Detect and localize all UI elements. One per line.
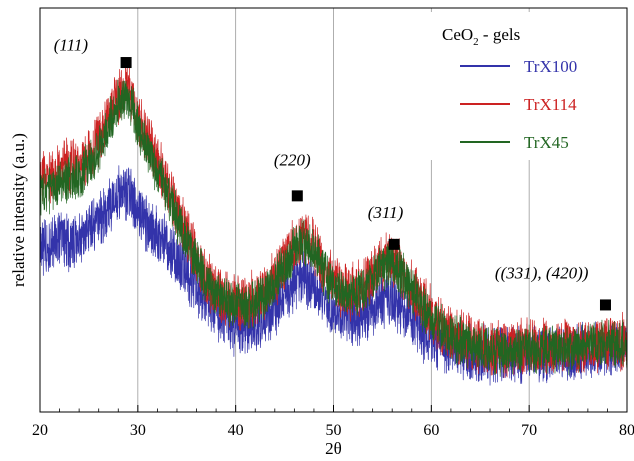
peak-label-2: (311) xyxy=(368,203,404,222)
x-tick-label-80: 80 xyxy=(619,422,634,439)
peak-marker-2 xyxy=(388,238,400,250)
peak-label-0: (111) xyxy=(54,35,89,54)
x-tick-label-20: 20 xyxy=(32,422,48,439)
legend-background xyxy=(430,12,616,160)
x-tick-label-40: 40 xyxy=(228,422,244,439)
x-tick-label-50: 50 xyxy=(326,422,342,439)
peak-marker-1 xyxy=(291,190,303,202)
y-axis-label: relative intensity (a.u.) xyxy=(9,133,28,287)
peak-label-1: (220) xyxy=(274,151,311,170)
legend-label-trx114: TrX114 xyxy=(524,95,577,114)
marker-layer xyxy=(120,57,611,311)
peak-marker-0 xyxy=(120,57,132,69)
tick-layer: 20 30 40 50 60 70 80 xyxy=(32,405,634,439)
x-tick-label-70: 70 xyxy=(521,422,537,439)
legend-title: CeO2 - gels xyxy=(442,25,520,48)
x-axis-label: 2θ xyxy=(325,439,342,458)
peak-label-3: ((331), (420)) xyxy=(495,264,589,283)
series-layer xyxy=(39,64,628,386)
legend-label-trx100: TrX100 xyxy=(524,57,577,76)
annotation-layer: (111) (220) (311) ((331), (420)) xyxy=(54,35,589,282)
legend-label-trx45: TrX45 xyxy=(524,133,569,152)
x-tick-label-30: 30 xyxy=(130,422,146,439)
series-line-trx45 xyxy=(39,79,628,377)
peak-marker-3 xyxy=(599,299,611,311)
x-tick-label-60: 60 xyxy=(423,422,439,439)
